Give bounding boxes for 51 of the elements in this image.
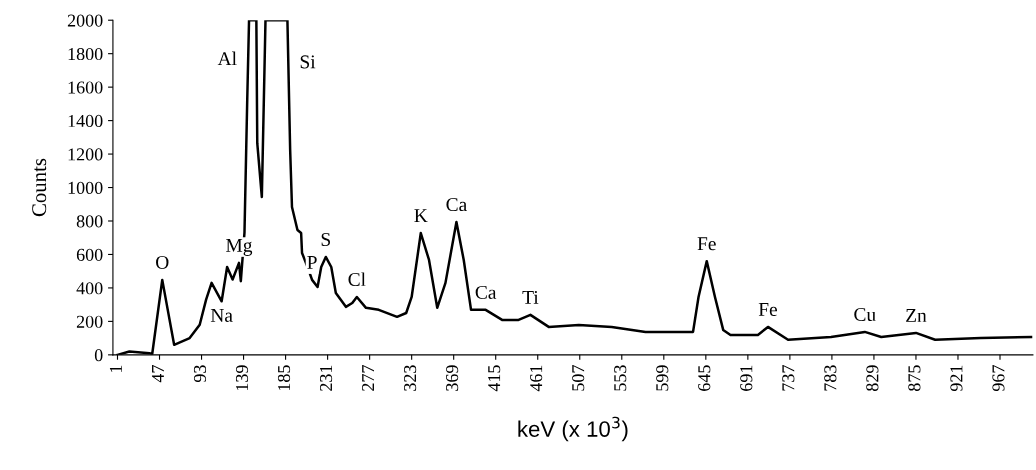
y-tick-label: 0 [94,349,103,362]
x-axis-title: keV (x 10$^{3}$) [518,416,628,442]
x-tick-label: 277 [362,365,374,391]
annotation: Al [217,51,237,66]
annotation: Mg [226,238,253,256]
y-tick-label: 2000 [67,14,103,27]
annotation: Ca [475,285,497,299]
x-tick-label: 599 [656,365,669,391]
x-tick-label: 1 [109,365,122,373]
annotation: K [414,209,428,222]
x-tick-label: 967 [992,365,1005,392]
x-tick-label: 323 [404,365,417,391]
x-tick-label: 875 [908,365,921,391]
annotation: O [156,255,169,269]
annotation: Fe [697,237,716,251]
y-tick-label: 600 [76,248,103,261]
x-tick-label: 415 [488,365,501,392]
annotation: Si [300,55,316,69]
x-tick-label: 645 [698,365,711,391]
annotation: Cl [348,272,366,287]
x-tick-label: 737 [782,365,795,391]
y-tick-label: 200 [76,315,103,328]
annotation: Cu [854,307,876,322]
x-tick-label: 691 [740,365,753,391]
x-tick-label: 47 [151,365,164,383]
annotation: Na [210,309,233,322]
annotation: Ti [522,290,539,304]
annotation: Zn [906,309,927,322]
y-tick-label: 800 [76,215,103,228]
x-tick-label: 139 [235,365,249,391]
x-tick-label: 369 [446,365,459,391]
y-axis-title: Counts [32,158,47,217]
annotation: P [307,256,317,269]
x-tick-label: 231 [320,365,333,391]
y-tick-label: 1800 [68,47,103,61]
y-tick-label: 400 [76,282,103,295]
x-tick-label: 93 [193,365,207,383]
x-tick-label: 461 [530,365,543,392]
x-tick-label: 921 [950,365,963,392]
annotation: S [321,233,330,247]
y-tick-label: 1400 [68,114,103,128]
annotation: Ca [446,198,467,212]
x-tick-label: 553 [614,365,627,391]
y-tick-label: 1200 [68,148,103,161]
x-tick-label: 783 [824,365,837,391]
y-tick-label: 1000 [68,181,103,194]
y-tick-label: 1600 [68,81,103,94]
x-tick-label: 507 [572,365,585,391]
annotation: Fe [758,303,777,317]
x-tick-label: 829 [866,365,879,391]
x-tick-label: 185 [277,365,291,391]
